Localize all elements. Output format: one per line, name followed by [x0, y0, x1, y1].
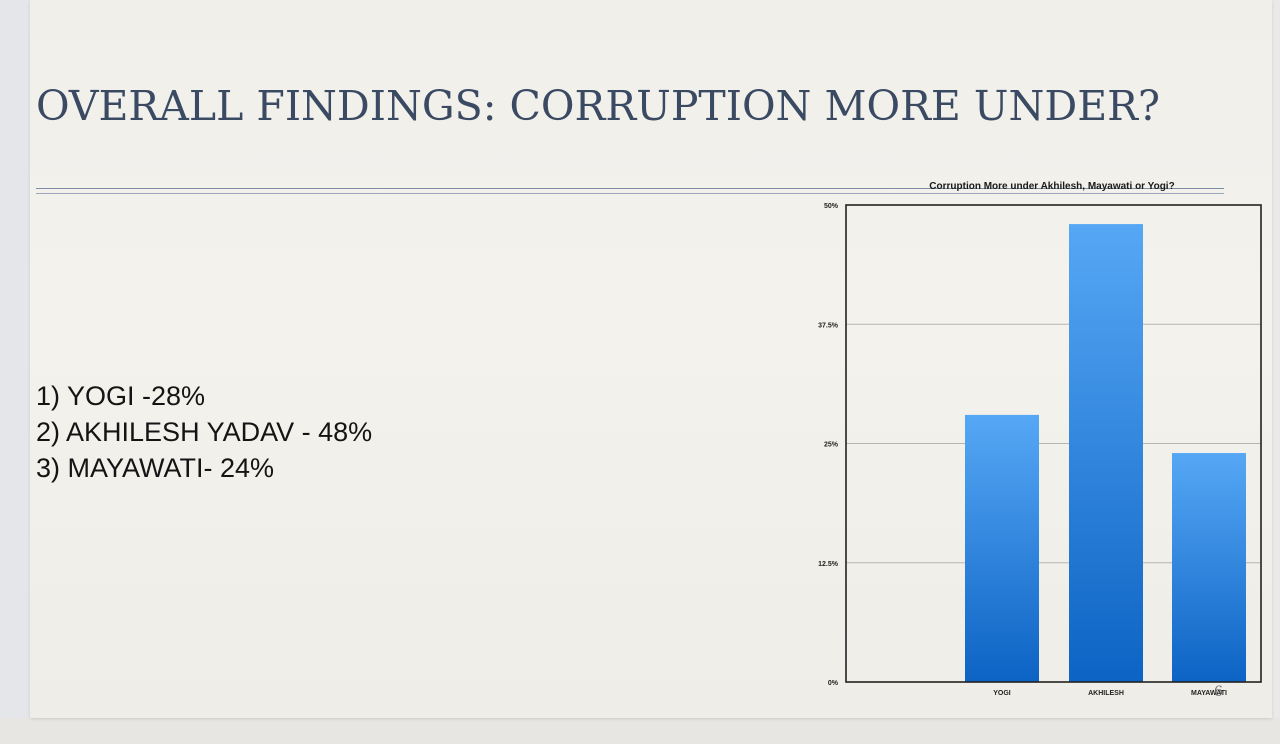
- findings-list: 1) YOGI -28% 2) AKHILESH YADAV - 48% 3) …: [36, 378, 372, 486]
- finding-item-yogi: 1) YOGI -28%: [36, 381, 206, 411]
- y-tick-label: 12.5%: [818, 561, 839, 568]
- x-tick-label-yogi: YOGI: [993, 690, 1011, 697]
- title-divider: [36, 188, 1224, 189]
- x-tick-label-akhilesh: AKHILESH: [1088, 690, 1124, 697]
- bar-yogi: [965, 414, 1039, 682]
- finding-item-mayawati: 3) MAYAWATI- 24%: [36, 453, 275, 483]
- y-tick-label: 50%: [824, 203, 839, 210]
- plot-area-frame: [845, 204, 1262, 683]
- y-tick-label: 25%: [824, 442, 839, 449]
- left-margin-strip: [0, 0, 30, 744]
- finding-item-akhilesh: 2) AKHILESH YADAV - 48%: [36, 417, 373, 447]
- chart-title: Corruption More under Akhilesh, Mayawati…: [929, 181, 1174, 192]
- slide: [30, 0, 1272, 718]
- title-divider-secondary: [36, 193, 1224, 194]
- y-tick-label: 37.5%: [818, 322, 839, 329]
- x-tick-label-mayawati: MAYAWATI: [1191, 690, 1227, 697]
- bottom-margin-strip: [0, 718, 1280, 744]
- slide-title: OVERALL FINDINGS: CORRUPTION MORE UNDER?: [36, 82, 1160, 130]
- y-tick-label: 0%: [828, 680, 839, 687]
- bar-mayawati: [1172, 453, 1246, 682]
- bar-akhilesh: [1069, 224, 1143, 682]
- page-number: 6: [1214, 684, 1223, 700]
